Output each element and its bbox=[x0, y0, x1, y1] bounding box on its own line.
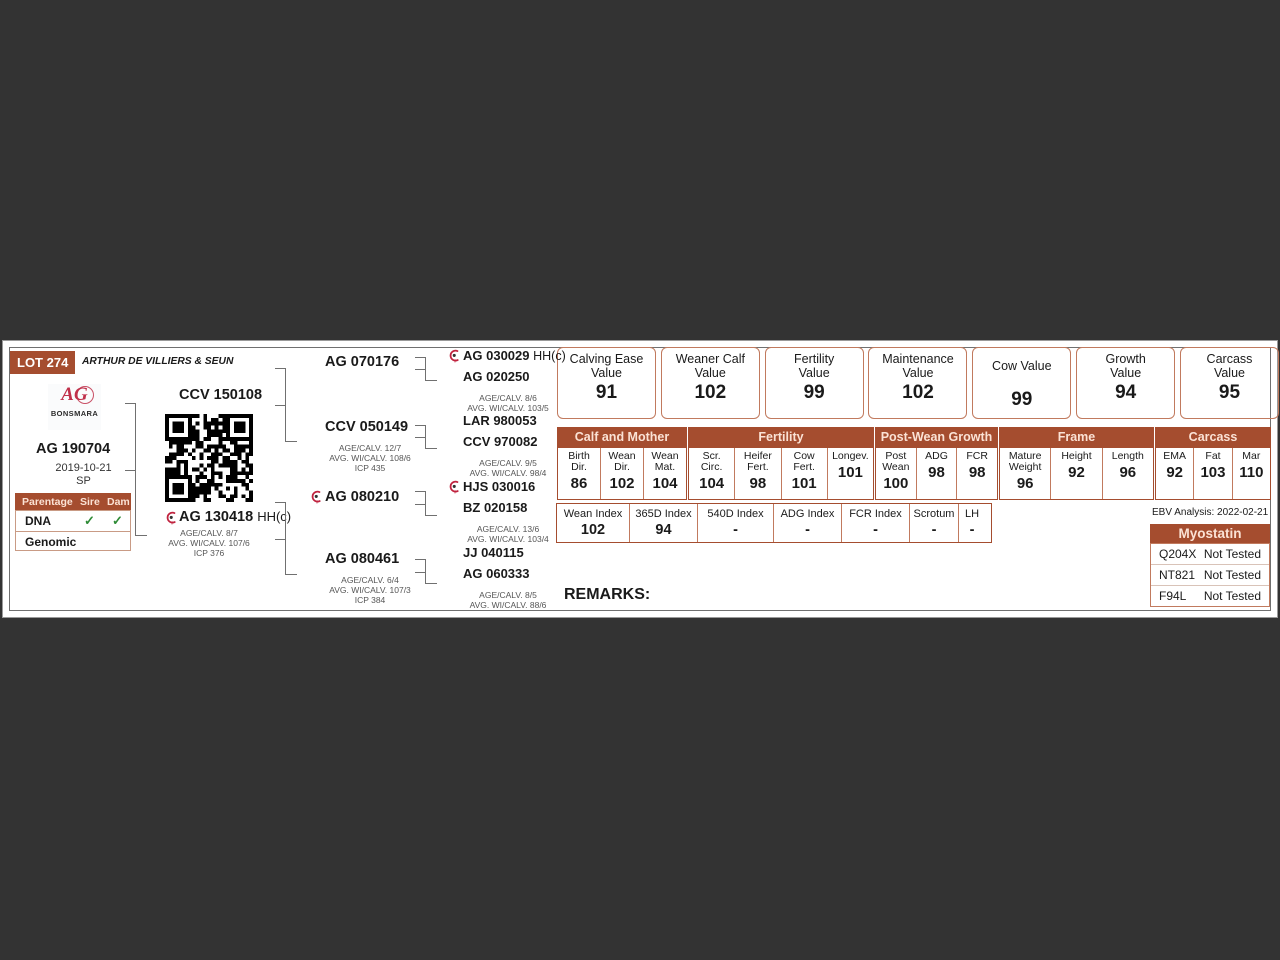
svg-text:T: T bbox=[454, 489, 457, 494]
svg-text:T: T bbox=[316, 499, 319, 504]
svg-text:T: T bbox=[171, 520, 174, 525]
svg-text:T: T bbox=[454, 358, 457, 363]
